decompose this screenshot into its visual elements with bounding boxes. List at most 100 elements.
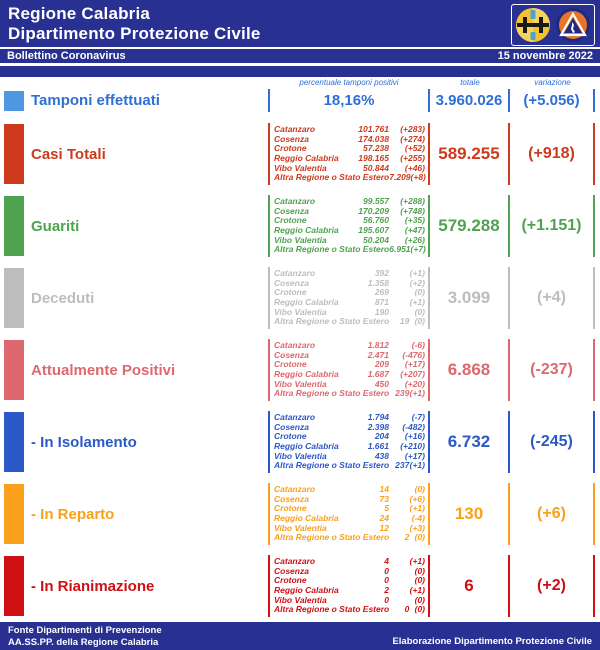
province-line: Reggio Calabria 2 (+1)	[274, 586, 425, 596]
province-name: Altra Regione o Stato Estero	[274, 532, 390, 543]
province-value: 19	[399, 316, 410, 327]
stat-row: Deceduti Catanzaro 392 (+1) Cosenza 1.358 (+2…	[0, 262, 600, 334]
total-value: 130	[430, 483, 510, 545]
province-line: Altra Regione o Stato Estero 239 (+1)	[274, 389, 425, 399]
province-value: 7.209	[389, 172, 411, 183]
province-change: (+1)	[409, 297, 425, 308]
province-value: 0	[384, 594, 389, 605]
total-value: 6	[430, 555, 510, 617]
footer-elaboration: Elaborazione Dipartimento Protezione Civ…	[392, 636, 592, 647]
province-line: Catanzaro 1.812 (-6)	[274, 341, 425, 351]
province-breakdown: Catanzaro 101.761 (+283) Cosenza 174.038 (+27…	[268, 123, 430, 185]
province-change: (-7)	[411, 412, 425, 423]
province-change: (+17)	[404, 450, 425, 461]
province-change: (+16)	[404, 431, 425, 442]
tamponi-variation-value: (+5.056)	[510, 89, 595, 112]
subheader-bar: Bollettino Coronavirus 15 novembre 2022	[0, 49, 600, 64]
province-line: Cosenza 73 (+6)	[274, 493, 425, 505]
province-change: (+1)	[409, 556, 425, 567]
province-line: Catanzaro 1.794 (-7)	[274, 413, 425, 423]
province-line: Crotone 56.760 (+35)	[274, 216, 425, 226]
province-name: Catanzaro	[274, 268, 316, 279]
province-name: Altra Regione o Stato Estero	[274, 172, 390, 183]
category-color-bar	[4, 268, 24, 328]
province-change: (+1)	[409, 268, 425, 279]
category-color-bar	[4, 340, 24, 400]
province-line: Reggio Calabria 871 (+1)	[274, 298, 425, 308]
province-name: Altra Regione o Stato Estero	[274, 316, 390, 327]
province-name: Catanzaro	[274, 124, 316, 135]
province-value: 0	[404, 604, 410, 615]
department-title: Dipartimento Protezione Civile	[8, 24, 261, 44]
category-label: Deceduti	[31, 289, 95, 307]
province-name: Vibo Valentia	[274, 162, 327, 173]
percent-column-header: percentuale tamponi positivi	[299, 78, 399, 87]
province-value: 174.038	[358, 133, 389, 144]
province-name: Crotone	[274, 503, 307, 514]
header-bar: Regione Calabria Dipartimento Protezione…	[0, 0, 600, 47]
province-value: 1.358	[367, 277, 389, 288]
province-change: (+52)	[404, 143, 425, 154]
province-line: Crotone 0 (0)	[274, 576, 425, 586]
stat-row: Attualmente Positivi Catanzaro 1.812 (-6) C…	[0, 334, 600, 406]
province-change: (+46)	[404, 162, 425, 173]
stat-row: Guariti Catanzaro 99.557 (+288) Cosenza 170.…	[0, 190, 600, 262]
province-change: (0)	[414, 484, 425, 495]
province-line: Vibo Valentia 12 (+3)	[274, 523, 425, 534]
province-line: Vibo Valentia 450 (+20)	[274, 379, 425, 390]
category-label: - In Reparto	[31, 505, 115, 523]
province-value: 438	[374, 450, 389, 461]
province-line: Cosenza 2.471 (-476)	[274, 349, 425, 361]
province-name: Altra Regione o Stato Estero	[274, 604, 390, 615]
category-color-bar	[4, 412, 24, 472]
bulletin-date: 15 novembre 2022	[497, 50, 593, 62]
province-name: Crotone	[274, 431, 307, 442]
category-label: Casi Totali	[31, 145, 106, 163]
province-line: Reggio Calabria 24 (-4)	[274, 514, 425, 524]
variation-value: (-237)	[510, 339, 595, 401]
province-line: Cosenza 2.398 (-482)	[274, 421, 425, 433]
province-value: 2.471	[367, 349, 389, 360]
province-change: (0)	[414, 594, 425, 605]
province-line: Vibo Valentia 190 (0)	[274, 306, 425, 318]
province-name: Crotone	[274, 359, 307, 370]
variation-value: (+2)	[510, 555, 595, 617]
column-headers: percentuale tamponi positivi totale vari…	[0, 78, 600, 89]
province-name: Catanzaro	[274, 196, 316, 207]
province-change: (+17)	[404, 359, 425, 370]
total-value: 3.099	[430, 267, 510, 329]
province-line: Cosenza 170.209 (+748)	[274, 206, 425, 217]
province-value: 190	[374, 306, 389, 317]
province-value: 73	[379, 493, 389, 504]
province-change: (-482)	[402, 421, 425, 432]
province-name: Crotone	[274, 215, 307, 226]
province-name: Reggio Calabria	[274, 585, 339, 596]
province-value: 4	[384, 556, 389, 567]
province-value: 57.238	[363, 143, 389, 154]
province-name: Cosenza	[274, 565, 309, 576]
province-value: 239	[395, 388, 410, 399]
category-label: - In Isolamento	[31, 433, 137, 451]
province-line: Cosenza 174.038 (+274)	[274, 133, 425, 145]
province-change: (0)	[414, 565, 425, 576]
province-value: 871	[374, 297, 389, 308]
province-line: Altra Regione o Stato Estero 0 (0)	[274, 605, 425, 615]
province-value: 1.661	[367, 441, 389, 452]
province-change: (0)	[414, 532, 425, 543]
province-value: 269	[374, 287, 389, 298]
stat-row: - In Isolamento Catanzaro 1.794 (-7) Cosenz…	[0, 406, 600, 478]
protezione-civile-logo-icon	[555, 7, 591, 43]
province-name: Crotone	[274, 143, 307, 154]
province-line: Catanzaro 392 (+1)	[274, 269, 425, 279]
province-name: Cosenza	[274, 277, 309, 288]
content-area: percentuale tamponi positivi totale vari…	[0, 78, 600, 622]
category-label: Guariti	[31, 217, 80, 235]
province-line: Altra Regione o Stato Estero 6.951 (+7)	[274, 245, 426, 255]
province-line: Altra Regione o Stato Estero 237 (+1)	[274, 461, 425, 471]
province-value: 50.844	[363, 162, 389, 173]
province-name: Cosenza	[274, 493, 309, 504]
category-label: Attualmente Positivi	[31, 361, 176, 379]
province-change: (+1)	[409, 460, 425, 471]
province-line: Catanzaro 101.761 (+283)	[274, 125, 425, 135]
province-line: Vibo Valentia 50.844 (+46)	[274, 162, 425, 174]
